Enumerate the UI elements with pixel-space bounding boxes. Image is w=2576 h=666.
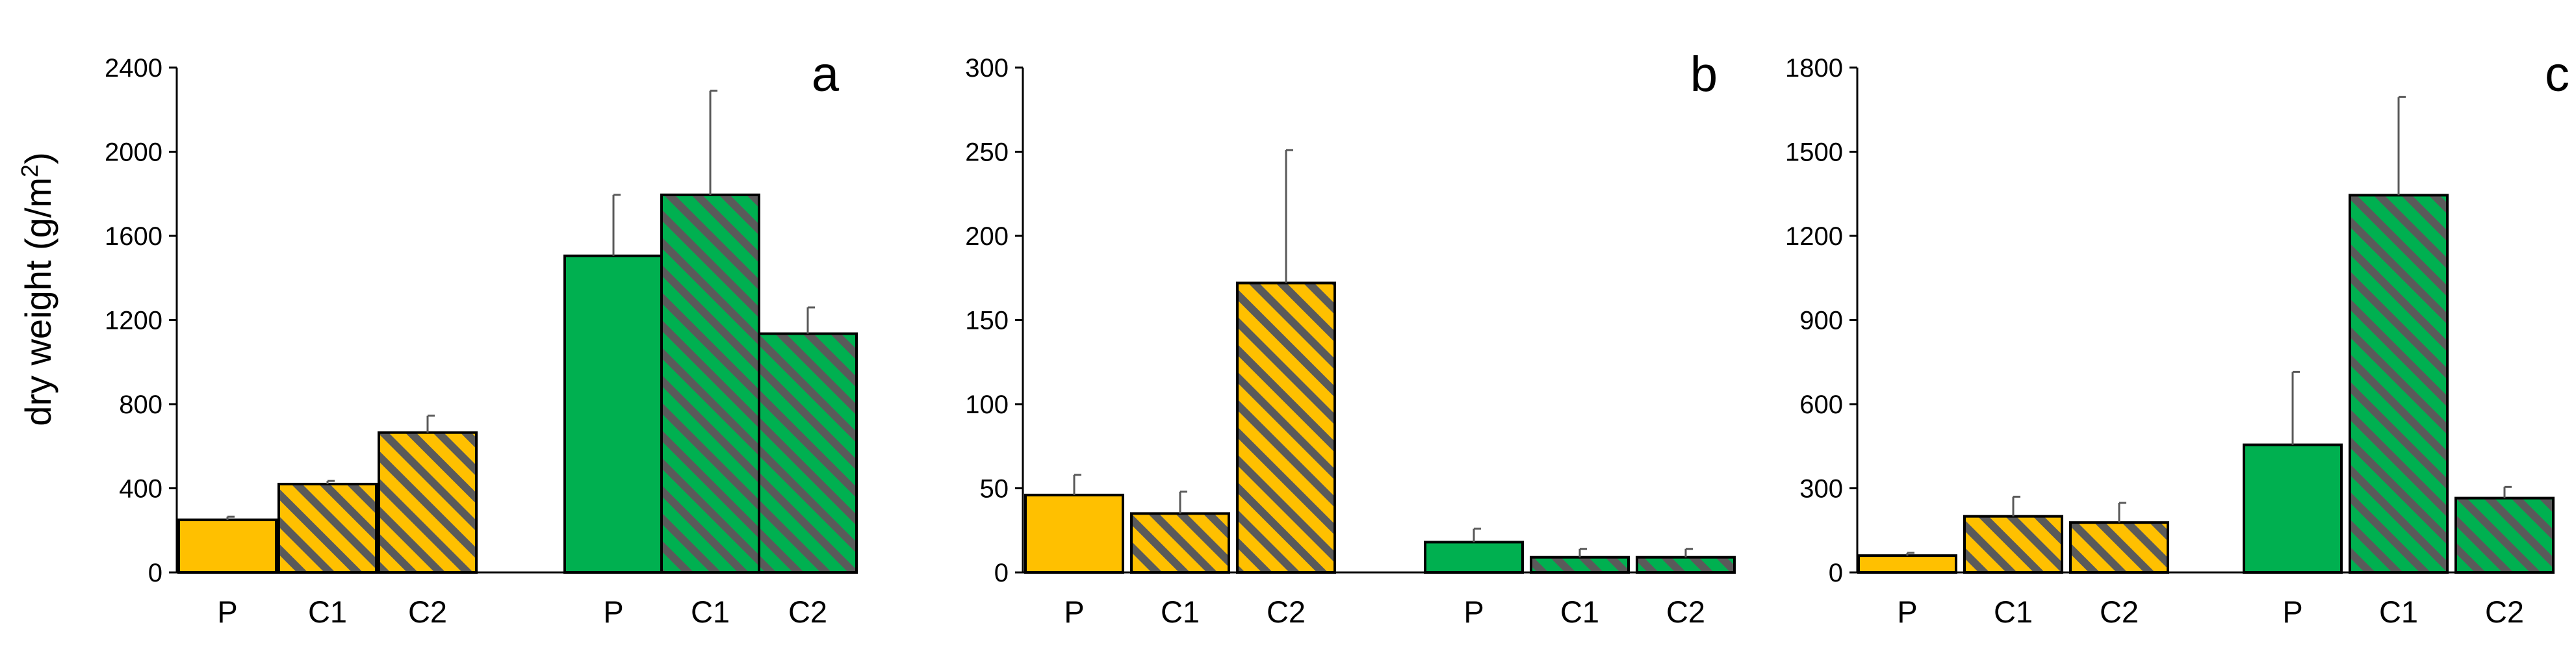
bar-yellow-c1 [277,483,378,574]
bar-green-c1 [1530,556,1630,574]
category-label: C2 [1267,595,1306,629]
category-label: C1 [691,595,730,629]
y-tick-label: 200 [965,222,1009,251]
bar-green-p [2243,443,2343,574]
y-tick-label: 0 [994,559,1009,587]
y-tick-label: 1200 [1785,222,1843,251]
bar-yellow-c2 [2069,521,2169,574]
category-label: C1 [1994,595,2033,629]
category-label: C2 [408,595,447,629]
y-tick-label: 50 [980,475,1009,504]
y-tick-label: 150 [965,307,1009,335]
y-axis-label-superscript: 2 [16,164,43,177]
y-tick-label: 1500 [1785,138,1843,167]
bar-green-c1 [2349,194,2449,574]
category-label: C1 [2379,595,2418,629]
y-tick-label: 250 [965,138,1009,167]
y-tick-label: 400 [119,475,162,504]
y-tick-label: 100 [965,391,1009,419]
category-label: C2 [1666,595,1705,629]
panel-letter: a [812,47,840,102]
panel-letter: b [1690,47,1718,102]
y-tick-label: 2000 [105,138,162,167]
y-tick-label: 1800 [1785,54,1843,83]
bar-green-c2 [2454,496,2555,574]
y-tick-label: 1200 [105,307,162,335]
y-tick-label: 2400 [105,54,162,83]
bar-yellow-c2 [1236,281,1336,574]
y-tick-label: 900 [1799,307,1843,335]
bar-yellow-p [1857,554,1957,574]
category-label: P [2282,595,2302,629]
bar-yellow-p [177,519,277,574]
category-label: P [1064,595,1084,629]
bar-green-c2 [1636,556,1736,574]
category-label: P [1463,595,1484,629]
y-tick-label: 800 [119,391,162,419]
category-label: P [1897,595,1917,629]
y-tick-label: 0 [1829,559,1843,587]
category-label: C1 [1560,595,1599,629]
y-tick-label: 600 [1799,391,1843,419]
category-label: C1 [308,595,347,629]
y-tick-label: 1600 [105,222,162,251]
y-axis-label: dry weight (g/m2) [16,152,59,426]
category-label: P [217,595,237,629]
y-tick-label: 0 [148,559,162,587]
bar-green-p [1424,541,1524,574]
panel-letter: c [2545,47,2570,102]
bar-yellow-p [1024,493,1124,574]
category-label: C2 [788,595,827,629]
bar-yellow-c1 [1963,515,2063,574]
category-label: C1 [1161,595,1200,629]
category-label: C2 [2100,595,2139,629]
bar-green-c1 [660,193,760,574]
bar-yellow-c1 [1130,512,1230,574]
category-label: C2 [2485,595,2524,629]
category-label: P [603,595,623,629]
y-tick-label: 300 [1799,475,1843,504]
y-tick-label: 300 [965,54,1009,83]
bar-green-p [563,254,663,574]
bar-yellow-c2 [378,431,478,574]
bar-green-c2 [758,332,858,574]
